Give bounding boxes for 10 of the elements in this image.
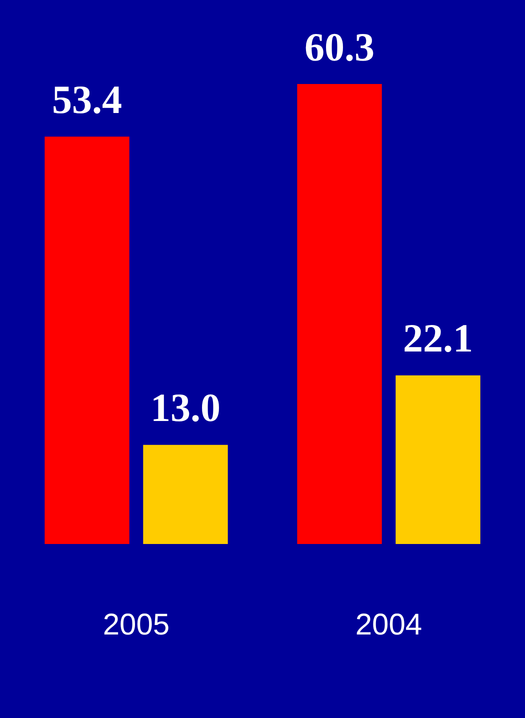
data-label: 22.1 xyxy=(402,316,473,361)
data-label: 13.0 xyxy=(150,385,220,430)
bar xyxy=(44,136,130,544)
bar xyxy=(297,84,382,544)
bar xyxy=(143,444,228,544)
x-tick-label: 2005 xyxy=(102,608,170,642)
x-tick-label: 2004 xyxy=(355,608,422,642)
bar xyxy=(396,375,480,544)
data-label: 53.4 xyxy=(52,76,122,122)
data-label: 60.3 xyxy=(304,24,375,70)
